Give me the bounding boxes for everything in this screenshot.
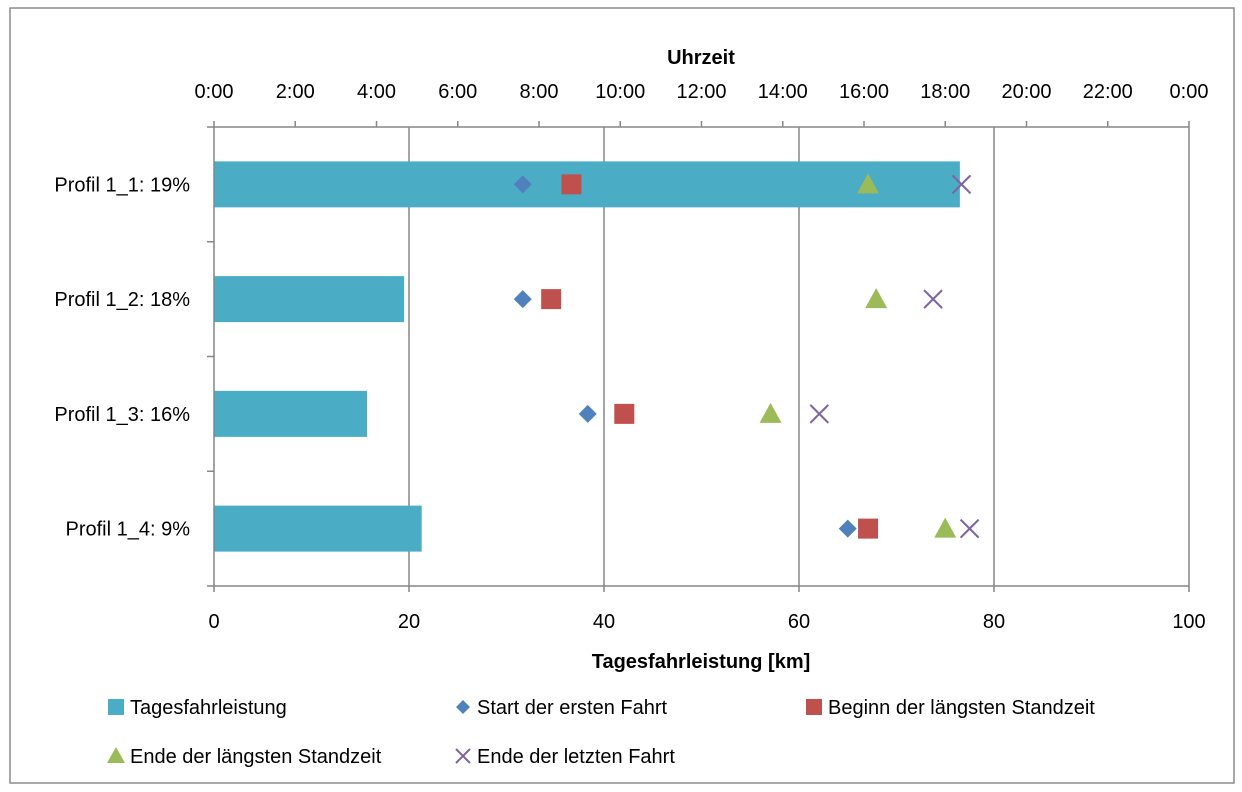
axis-layer — [207, 121, 1190, 592]
legend-item: Start der ersten Fahrt — [456, 697, 668, 719]
label-layer: 0 20 40 60 80 100 0:00 2:00 4:00 6:00 8:00 10:00 12:… — [54, 81, 1208, 633]
bar-layer — [214, 161, 960, 552]
marker-beginn-standzeit — [561, 174, 582, 195]
legend-swatch — [456, 700, 470, 714]
top-tick-label: 0:00 — [1170, 81, 1209, 103]
category-label: Profil 1_4: 9% — [65, 519, 190, 541]
bottom-tick-label: 60 — [788, 611, 810, 633]
marker-beginn-standzeit — [614, 403, 635, 424]
legend-item: Ende der letzten Fahrt — [455, 746, 675, 768]
top-tick-label: 2:00 — [276, 81, 315, 103]
bottom-tick-label: 100 — [1172, 611, 1205, 633]
marker-ende-letzte-fahrt — [951, 174, 972, 195]
top-axis-title: Uhrzeit — [667, 47, 735, 69]
top-tick-label: 12:00 — [676, 81, 726, 103]
bottom-tick-label: 0 — [208, 611, 219, 633]
top-tick-label: 14:00 — [758, 81, 808, 103]
bar-tagesfahrleistung — [214, 276, 405, 323]
bottom-axis-title: Tagesfahrleistung [km] — [592, 651, 811, 673]
top-tick-label: 8:00 — [520, 81, 559, 103]
category-label: Profil 1_1: 19% — [54, 174, 190, 196]
legend: Tagesfahrleistung Start der ersten Fahrt B… — [107, 697, 1095, 768]
marker-ende-letzte-fahrt-stroke — [923, 289, 943, 309]
legend-item: Tagesfahrleistung — [108, 697, 287, 719]
marker-start-erste-fahrt — [513, 175, 532, 194]
bar-tagesfahrleistung — [214, 161, 960, 208]
top-tick-label: 4:00 — [357, 81, 396, 103]
marker-ende-standzeit — [865, 288, 888, 309]
marker-ende-letzte-fahrt-stroke — [809, 404, 830, 424]
marker-start-erste-fahrt — [513, 290, 532, 309]
legend-label: Ende der letzten Fahrt — [477, 746, 675, 768]
marker-ende-letzte-fahrt — [809, 404, 830, 424]
category-label: Profil 1_2: 18% — [54, 289, 190, 311]
legend-label: Beginn der längsten Standzeit — [828, 697, 1095, 719]
bottom-tick-label: 40 — [593, 611, 615, 633]
legend-item: Ende der längsten Standzeit — [107, 746, 382, 768]
marker-ende-standzeit — [934, 517, 957, 538]
legend-swatch — [455, 748, 471, 764]
top-tick-label: 18:00 — [920, 81, 970, 103]
marker-beginn-standzeit — [858, 518, 879, 539]
marker-ende-letzte-fahrt-stroke — [951, 174, 972, 195]
bar-tagesfahrleistung — [214, 505, 422, 552]
marker-start-erste-fahrt — [578, 404, 597, 423]
legend-swatch — [806, 699, 822, 715]
legend-swatch — [108, 699, 124, 715]
top-tick-label: 0:00 — [195, 81, 234, 103]
legend-swatch — [107, 747, 125, 763]
top-tick-label: 6:00 — [438, 81, 477, 103]
legend-item: Beginn der längsten Standzeit — [806, 697, 1095, 719]
legend-label: Start der ersten Fahrt — [477, 697, 668, 719]
legend-label: Ende der längsten Standzeit — [130, 746, 382, 768]
bar-tagesfahrleistung — [214, 390, 368, 437]
marker-ende-letzte-fahrt — [923, 289, 943, 309]
legend-label: Tagesfahrleistung — [130, 697, 287, 719]
top-tick-label: 22:00 — [1083, 81, 1133, 103]
marker-ende-letzte-fahrt-stroke — [959, 518, 980, 539]
bottom-tick-label: 20 — [398, 611, 420, 633]
marker-beginn-standzeit — [541, 289, 562, 310]
marker-ende-letzte-fahrt — [959, 518, 980, 539]
legend-swatch-stroke — [455, 748, 471, 764]
top-tick-label: 16:00 — [839, 81, 889, 103]
bottom-tick-label: 80 — [983, 611, 1005, 633]
marker-layer — [513, 173, 980, 539]
marker-ende-standzeit — [759, 402, 782, 423]
top-tick-label: 10:00 — [595, 81, 645, 103]
top-tick-label: 20:00 — [1001, 81, 1051, 103]
category-label: Profil 1_3: 16% — [54, 404, 190, 426]
marker-ende-standzeit — [857, 173, 880, 194]
marker-start-erste-fahrt — [838, 519, 857, 538]
